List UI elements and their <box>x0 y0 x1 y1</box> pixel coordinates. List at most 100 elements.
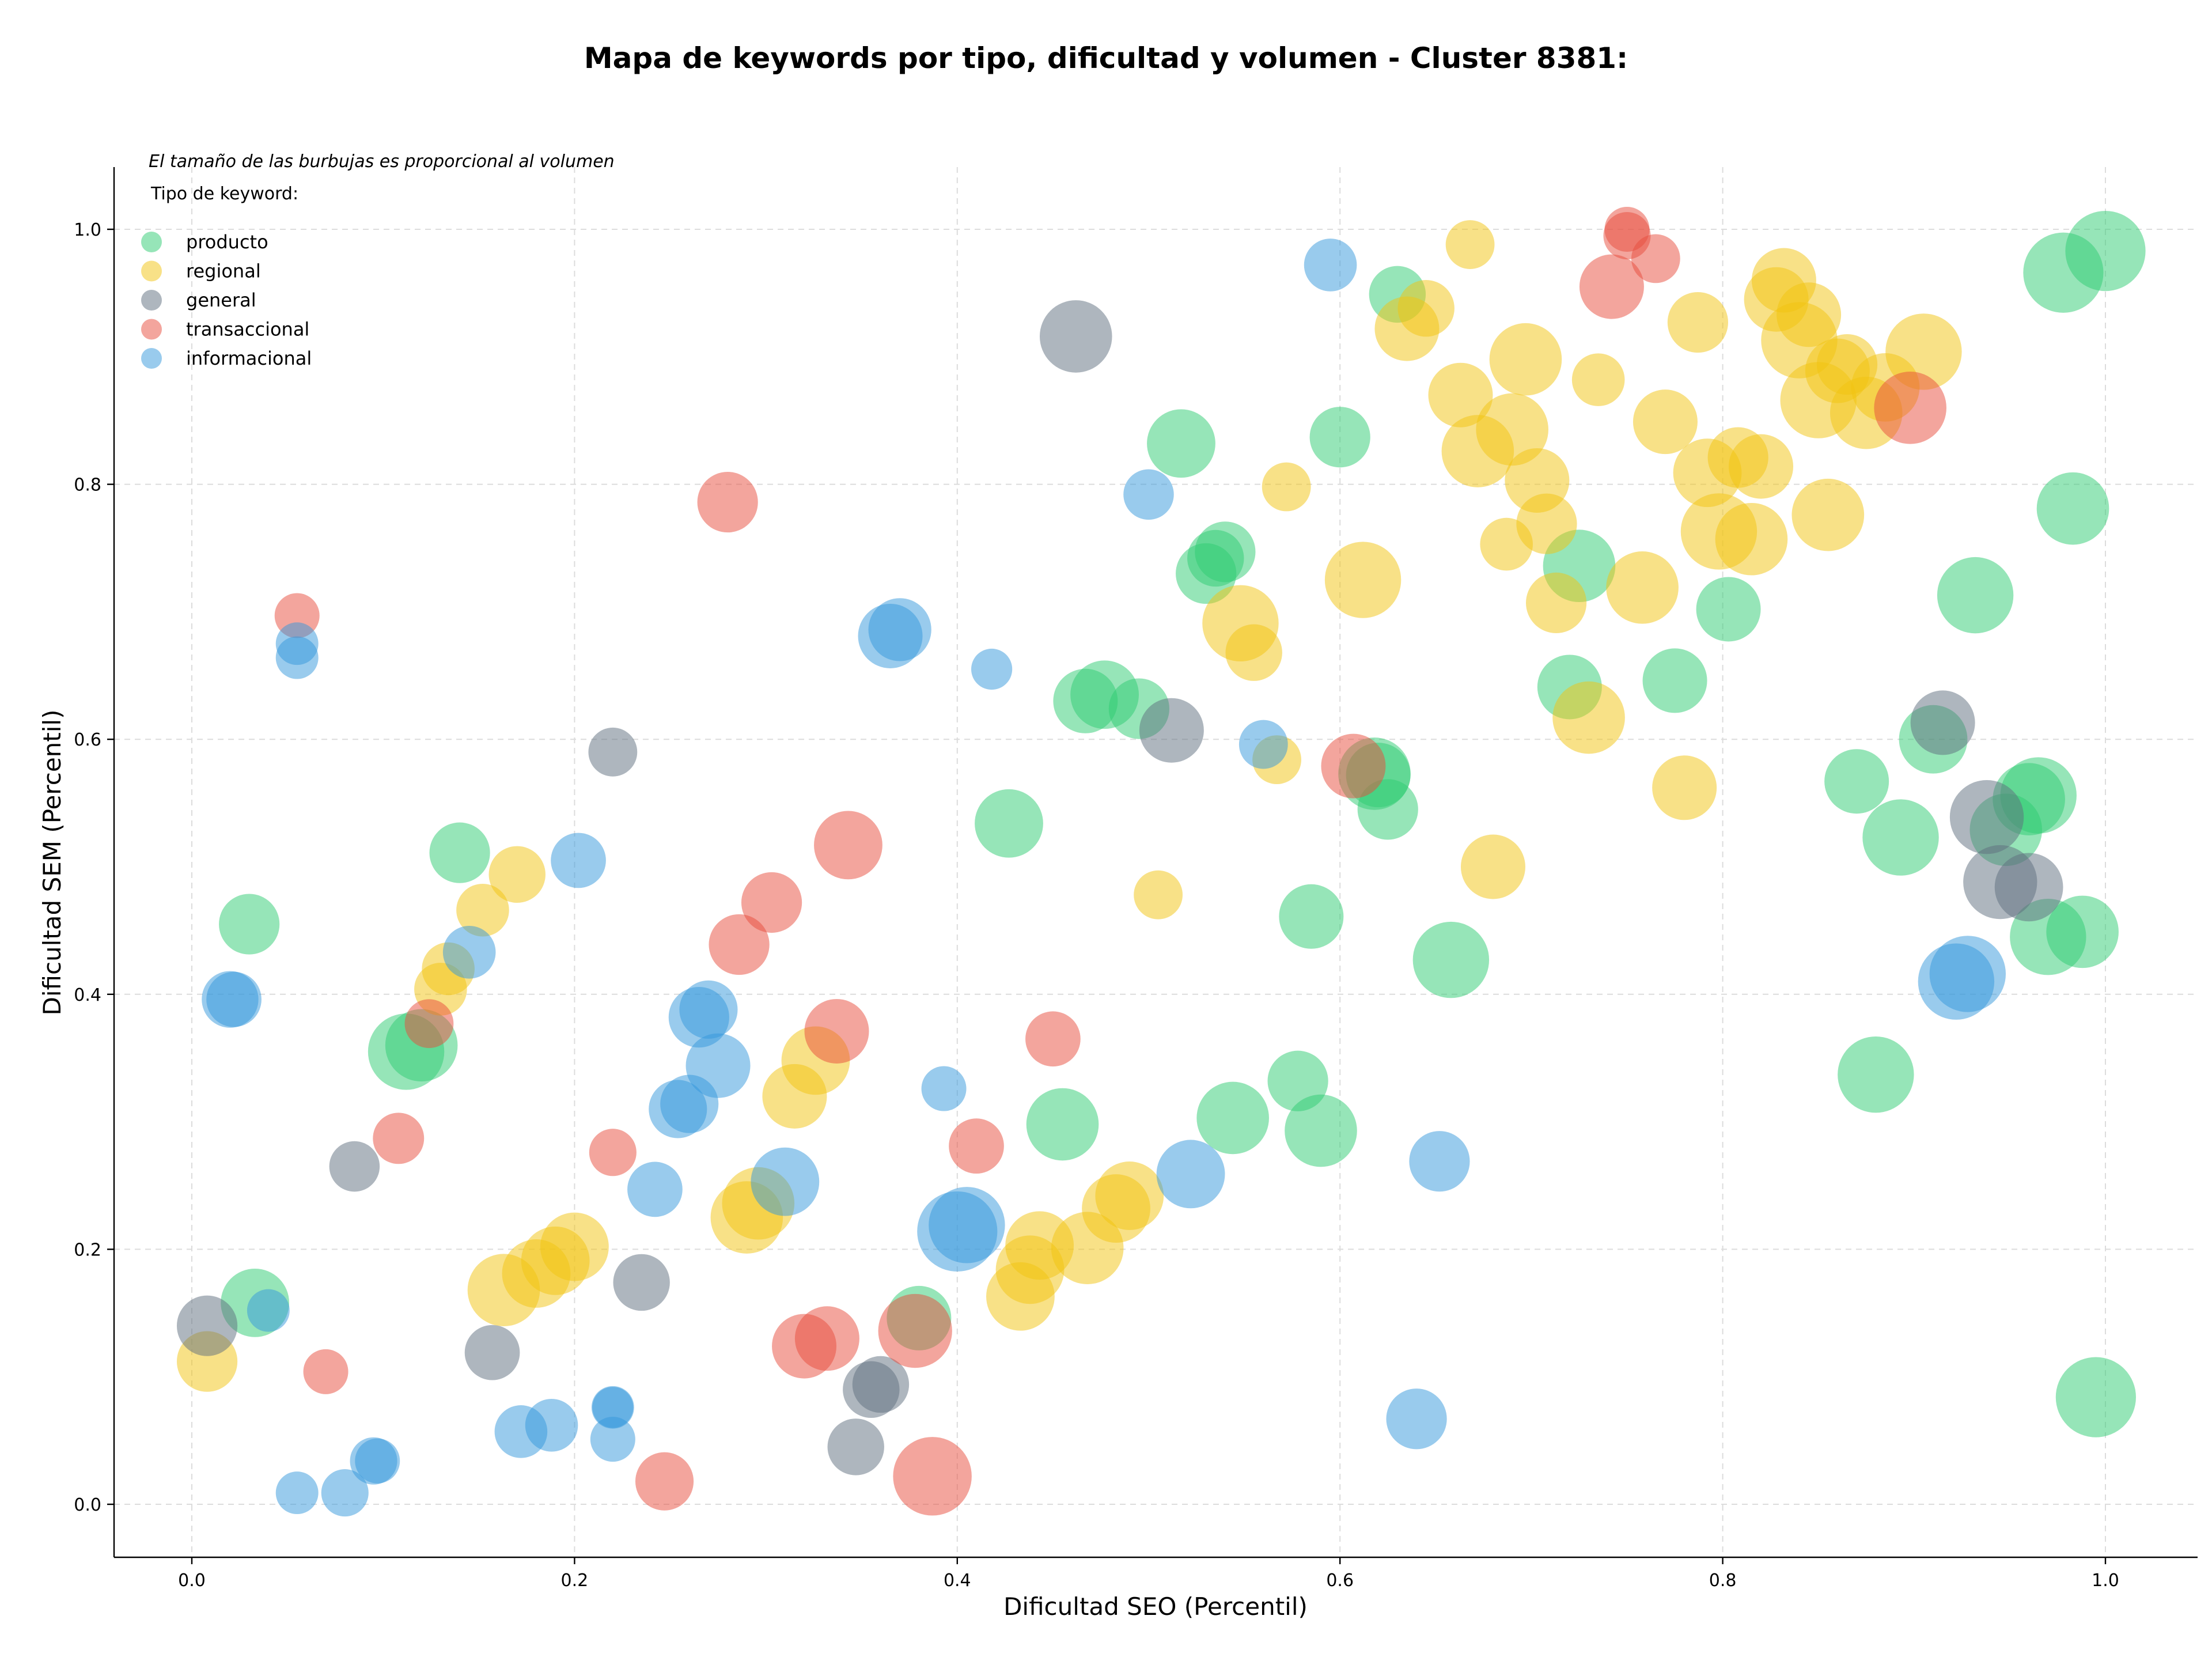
bubble-regional <box>1134 870 1183 920</box>
bubble-transaccional <box>635 1452 694 1511</box>
bubble-informacional <box>590 1417 635 1462</box>
bubble-transaccional <box>1631 234 1680 283</box>
bubble-regional <box>540 1212 609 1281</box>
bubble-regional <box>1525 572 1587 634</box>
bubble-regional <box>1633 389 1698 455</box>
bubble-informacional <box>442 925 496 979</box>
bubble-regional <box>1445 220 1495 269</box>
bubble-producto <box>1824 749 1889 814</box>
y-tick-label: 0.2 <box>74 1240 101 1260</box>
bubble-informacional <box>1409 1131 1470 1192</box>
bubble-regional <box>1428 362 1493 427</box>
bubble-general <box>176 1295 238 1356</box>
legend-marker-informacional <box>141 348 162 369</box>
bubble-informacional <box>627 1161 683 1217</box>
x-axis-label: Dificultad SEO (Percentil) <box>1003 1592 1308 1621</box>
bubble-general <box>1039 300 1112 373</box>
bubble-producto <box>2046 895 2119 968</box>
bubble-transaccional <box>697 471 758 533</box>
bubble-transaccional <box>949 1118 1004 1174</box>
axis-ticks: 0.0 0.2 0.4 0.6 0.8 1.0 0.0 0.2 0.4 0.6 0.8 1.0 <box>74 220 2119 1591</box>
bubble-informacional <box>921 1066 967 1111</box>
bubble-general <box>588 727 638 777</box>
legend-marker-transaccional <box>141 319 162 340</box>
bubble-regional <box>1552 681 1625 754</box>
bubble-transaccional <box>709 914 770 975</box>
bubble-producto <box>1285 1094 1357 1167</box>
bubble-regional <box>1397 280 1455 337</box>
bubble-regional <box>488 846 546 903</box>
bubble-informacional <box>971 648 1013 690</box>
bubble-transaccional <box>1604 207 1650 252</box>
bubble-producto <box>1309 407 1370 468</box>
legend-label-regional: regional <box>186 260 261 282</box>
bubble-regional <box>1652 755 1717 820</box>
bubble-informacional <box>929 1187 1005 1263</box>
bubble-informacional <box>868 598 931 661</box>
legend-title: Tipo de keyword: <box>150 184 298 204</box>
bubble-informacional <box>525 1398 578 1452</box>
size-note: El tamaño de las burbujas es proporciona… <box>149 152 615 172</box>
bubble-regional <box>1460 834 1525 899</box>
bubble-transaccional <box>1025 1011 1081 1067</box>
bubble-informacional <box>275 1471 319 1515</box>
bubble-producto <box>975 789 1043 858</box>
bubble-general <box>852 1356 910 1413</box>
y-tick-label: 0.8 <box>74 475 101 495</box>
bubble-regional <box>1262 462 1311 512</box>
bubble-regional <box>1476 393 1548 466</box>
bubble-regional <box>456 883 509 937</box>
legend-marker-regional <box>141 260 162 282</box>
bubble-transaccional <box>404 999 454 1049</box>
bubble-general <box>1139 698 1204 763</box>
bubble-regional <box>1225 624 1282 681</box>
bubble-informacional <box>1386 1388 1447 1450</box>
bubble-general <box>1949 780 2024 854</box>
y-tick-label: 0.6 <box>74 730 101 750</box>
bubble-informacional <box>247 1289 290 1332</box>
bubble-producto <box>2055 1357 2136 1437</box>
chart-title: Mapa de keywords por tipo, dificultad y … <box>584 41 1628 75</box>
bubble-regional <box>1571 353 1625 406</box>
bubble-producto <box>1412 921 1490 998</box>
legend-label-informacional: informacional <box>186 347 312 369</box>
bubble-transaccional <box>741 872 802 933</box>
bubble-informacional <box>275 636 319 679</box>
bubble-transaccional <box>303 1349 349 1394</box>
y-tick-label: 0.4 <box>74 985 101 1005</box>
y-axis-label: Dificultad SEM (Percentil) <box>38 710 66 1016</box>
bubble-transaccional <box>893 1437 972 1516</box>
bubble-general <box>329 1141 380 1192</box>
bubble-producto <box>1937 557 2014 634</box>
bubble-producto <box>1357 779 1418 840</box>
bubble-transaccional <box>1874 372 1946 444</box>
bubble-producto <box>1279 884 1344 949</box>
bubble-regional <box>1489 323 1562 396</box>
bubble-informacional <box>321 1469 369 1517</box>
bubble-transaccional <box>1579 254 1644 319</box>
bubble-informacional <box>1238 720 1288 769</box>
bubble-informacional <box>1156 1140 1225 1209</box>
bubble-transaccional <box>804 998 869 1064</box>
legend-label-producto: producto <box>186 231 268 253</box>
bubble-general <box>613 1254 670 1311</box>
bubble-transaccional <box>814 811 882 880</box>
bubbles <box>176 207 2146 1517</box>
bubble-informacional <box>685 1033 751 1098</box>
bubble-producto <box>1642 648 1707 713</box>
bubble-informacional <box>592 1387 634 1428</box>
bubble-regional <box>1606 551 1679 624</box>
bubble-regional <box>1667 292 1729 353</box>
bubble-regional <box>1885 313 1962 390</box>
bubble-regional <box>1516 493 1577 554</box>
bubble-general <box>1910 690 1975 755</box>
bubble-transaccional <box>878 1293 952 1368</box>
bubble-general <box>827 1418 884 1475</box>
bubble-informacional <box>206 971 262 1027</box>
bubble-transaccional <box>794 1306 859 1371</box>
legend-marker-general <box>141 290 162 311</box>
bubble-regional <box>1777 282 1842 347</box>
bubble-producto <box>2036 472 2109 545</box>
y-tick-label: 1.0 <box>74 220 101 240</box>
